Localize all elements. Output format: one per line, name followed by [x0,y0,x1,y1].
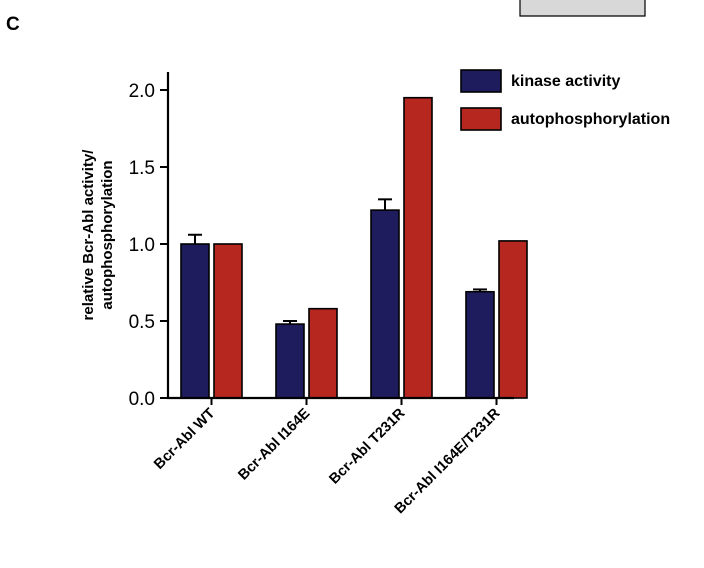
bar-kinase-activity-1 [275,323,305,399]
y-tick-label-1: 0.5 [129,312,155,333]
panel-letter: C [6,14,20,35]
bar-autophosphorylation-2 [403,96,433,399]
y-axis-title: relative Bcr-Abl activity/ autophosphory… [80,149,116,321]
bar-kinase-activity-0 [180,243,210,399]
bar-autophosphorylation-3 [498,240,528,399]
category-label-3: Bcr-Abl I164E/T231R [392,405,504,517]
legend-label-autophosphorylation: autophosphorylation [511,111,670,128]
legend-swatch-kinase-activity [460,69,502,93]
legend: kinase activity autophosphorylation [460,69,670,131]
bar-autophosphorylation-0 [213,243,243,399]
y-tick-label-4: 2.0 [129,81,155,102]
y-ticks-group: 0.0 0.5 1.0 1.5 2.0 [129,81,168,410]
plot-area: 0.00.51.01.52.0 Bcr-Abl WT Bcr-Abl I164E B… [129,72,528,517]
y-tick-label-0: 0.0 [129,389,155,410]
bar-autophosphorylation-1 [308,307,338,399]
x-ticks-group [210,398,498,405]
category-labels-group: Bcr-Abl WT Bcr-Abl I164E Bcr-Abl T231RBcr-… [151,405,503,517]
category-label-1: Bcr-Abl I164E [235,405,313,483]
bar-kinase-activity-2 [370,209,400,399]
y-axis-title-line-1: relative Bcr-Abl activity/ [80,149,97,321]
y-axis-title-line-2: autophosphorylation [99,160,116,309]
cropped-image-fragment [519,0,646,17]
error-bars-group [188,198,487,325]
bars-group [180,96,528,399]
y-tick-label-2: 1.0 [129,235,155,256]
y-tick-label-3: 1.5 [129,158,155,179]
category-label-2: Bcr-Abl T231R [326,405,408,487]
legend-swatch-autophosphorylation [460,107,502,131]
legend-label-kinase-activity: kinase activity [511,73,621,90]
bar-kinase-activity-3 [465,290,495,399]
category-label-0: Bcr-Abl WT [151,405,218,472]
